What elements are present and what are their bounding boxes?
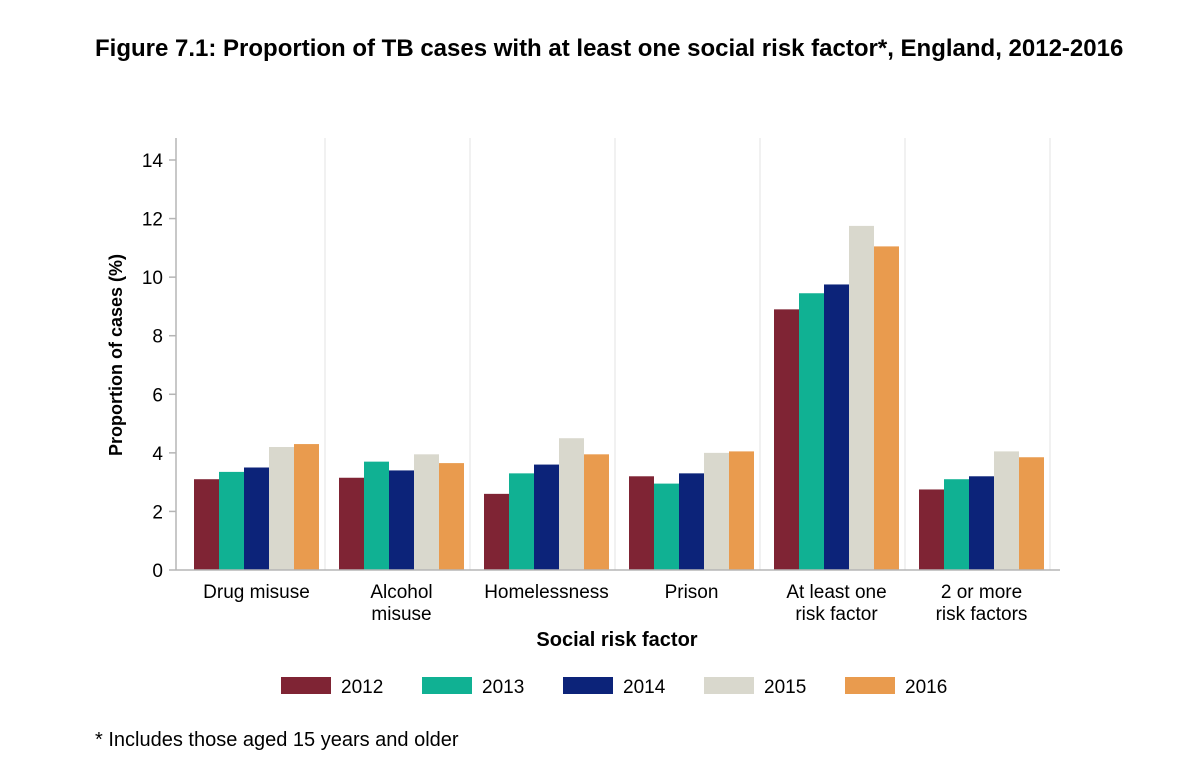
bar [799, 293, 824, 570]
bar [534, 464, 559, 570]
bar [219, 471, 244, 570]
y-tick-label: 4 [152, 444, 163, 465]
bar [439, 463, 464, 570]
x-axis-label: Social risk factor [536, 629, 697, 651]
chart-title: Figure 7.1: Proportion of TB cases with … [95, 35, 1124, 62]
legend-label: 2014 [623, 677, 666, 698]
bar [509, 473, 534, 570]
bar [414, 454, 439, 570]
legend-swatch [281, 677, 331, 694]
legend-swatch [422, 677, 472, 694]
bar [244, 467, 269, 570]
x-tick-label: Prison [665, 582, 719, 603]
x-tick-label: Homelessness [484, 582, 609, 603]
y-tick-label: 14 [142, 151, 164, 172]
bar [994, 451, 1019, 570]
bar [339, 477, 364, 570]
legend-label: 2013 [482, 677, 524, 698]
bar [919, 489, 944, 570]
footnote: * Includes those aged 15 years and older [95, 729, 459, 751]
y-tick-label: 8 [152, 327, 163, 348]
legend-label: 2015 [764, 677, 806, 698]
y-axis: 0 2 4 6 8 10 12 14 [142, 138, 177, 582]
y-tick-label: 0 [152, 561, 163, 582]
vertical-gridlines [324, 138, 1051, 570]
bar [269, 447, 294, 570]
y-axis-label: Proportion of cases (%) [106, 254, 126, 456]
bars [194, 225, 1044, 570]
x-tick-label: 2 or more [941, 582, 1022, 603]
bar [849, 225, 874, 570]
bar [729, 451, 754, 570]
bar [944, 479, 969, 570]
y-tick-label: 6 [152, 385, 163, 406]
x-tick-label: At least one [786, 582, 886, 603]
legend-swatch [704, 677, 754, 694]
bar [679, 473, 704, 570]
y-tick-label: 10 [142, 268, 163, 289]
y-tick-label: 12 [142, 210, 163, 231]
bar [629, 476, 654, 570]
legend-label: 2012 [341, 677, 383, 698]
x-tick-label: misuse [371, 604, 431, 625]
legend-label: 2016 [905, 677, 947, 698]
y-tick-label: 2 [152, 502, 163, 523]
bar [654, 483, 679, 570]
bar [584, 454, 609, 570]
bar [704, 452, 729, 570]
bar [824, 284, 849, 570]
x-tick-label: risk factors [936, 604, 1028, 625]
x-tick-label: risk factor [795, 604, 878, 625]
bar [364, 461, 389, 570]
bar [874, 246, 899, 570]
x-tick-label: Alcohol [370, 582, 432, 603]
x-tick-label: Drug misuse [203, 582, 310, 603]
bar [389, 470, 414, 570]
bar [969, 476, 994, 570]
bar [294, 444, 319, 570]
legend-swatch [563, 677, 613, 694]
bar [559, 438, 584, 570]
legend-swatch [845, 677, 895, 694]
bar [774, 309, 799, 570]
bar [1019, 457, 1044, 570]
legend: 2012 2013 2014 2015 2016 [281, 677, 947, 698]
bar [484, 493, 509, 570]
bar [194, 479, 219, 570]
